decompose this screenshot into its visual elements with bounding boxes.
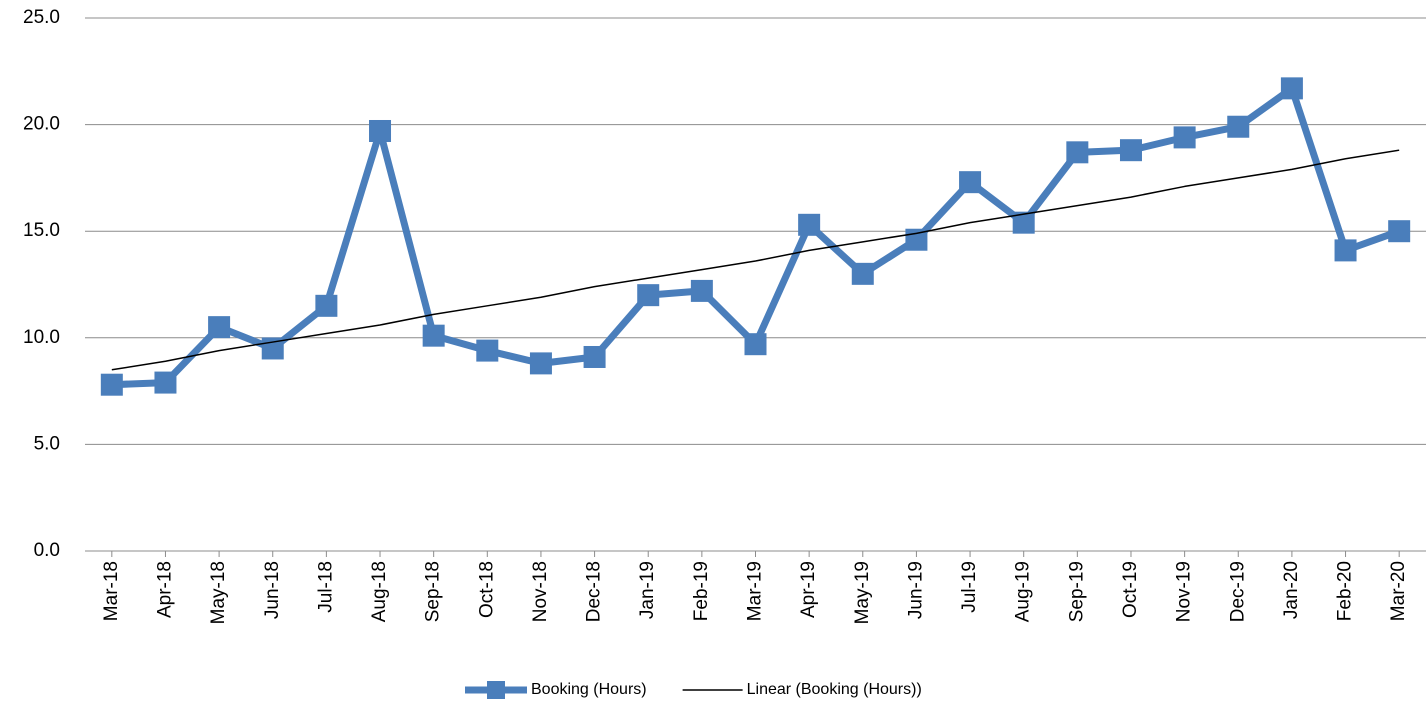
marker: [529, 352, 552, 375]
marker: [315, 294, 338, 317]
x-tick-label: Dec-19: [1227, 561, 1248, 622]
x-tick-label: May-18: [208, 561, 229, 624]
marker: [1334, 239, 1357, 262]
marker: [1119, 139, 1142, 162]
y-tick-label: 15.0: [23, 220, 60, 241]
x-tick-label: Dec-18: [584, 561, 605, 622]
marker: [476, 339, 499, 362]
x-tick-label: Sep-19: [1066, 561, 1087, 622]
marker: [100, 373, 123, 396]
x-tick-label: Apr-19: [798, 561, 819, 618]
y-tick-label: 5.0: [34, 433, 60, 454]
x-tick-label: Jul-18: [315, 561, 336, 613]
marker: [1280, 77, 1303, 100]
marker: [154, 371, 177, 394]
marker: [959, 171, 982, 194]
x-tick-label: Oct-19: [1120, 561, 1141, 618]
x-tick-label: Jun-19: [905, 561, 926, 619]
x-tick-label: Mar-19: [745, 561, 766, 621]
x-tick-label: Sep-18: [423, 561, 444, 622]
marker: [369, 119, 392, 142]
marker: [1066, 141, 1089, 164]
marker: [583, 345, 606, 368]
x-tick-label: Aug-18: [369, 561, 390, 622]
marker: [690, 279, 713, 302]
x-tick-label: Jun-18: [262, 561, 283, 619]
marker: [208, 316, 231, 339]
y-tick-label: 20.0: [23, 114, 60, 135]
marker: [637, 284, 660, 307]
x-tick-label: Jan-20: [1281, 561, 1302, 619]
legend-label: Linear (Booking (Hours)): [747, 681, 922, 698]
marker: [798, 213, 821, 236]
marker: [1227, 115, 1250, 138]
x-tick-label: Jul-19: [959, 561, 980, 613]
x-tick-label: Feb-20: [1335, 561, 1356, 621]
x-tick-label: Mar-20: [1388, 561, 1409, 621]
trend-line: [111, 149, 1400, 371]
x-tick-label: Nov-18: [530, 561, 551, 622]
marker: [851, 262, 874, 285]
legend-swatch-marker: [487, 681, 505, 699]
marker: [422, 324, 445, 347]
x-tick-label: Feb-19: [691, 561, 712, 621]
x-tick-label: Aug-19: [1013, 561, 1034, 622]
marker: [1173, 126, 1196, 149]
y-tick-label: 25.0: [23, 7, 60, 28]
marker: [1012, 211, 1035, 234]
x-tick-label: Nov-19: [1174, 561, 1195, 622]
x-tick-label: Apr-18: [154, 561, 175, 618]
x-tick-label: Mar-18: [101, 561, 122, 621]
marker: [1388, 220, 1411, 243]
x-tick-label: May-19: [852, 561, 873, 624]
x-tick-label: Oct-18: [476, 561, 497, 618]
legend-label: Booking (Hours): [531, 681, 647, 698]
y-tick-label: 10.0: [23, 327, 60, 348]
x-tick-label: Jan-19: [637, 561, 658, 619]
y-tick-label: 0.0: [34, 540, 60, 561]
marker: [744, 333, 767, 356]
